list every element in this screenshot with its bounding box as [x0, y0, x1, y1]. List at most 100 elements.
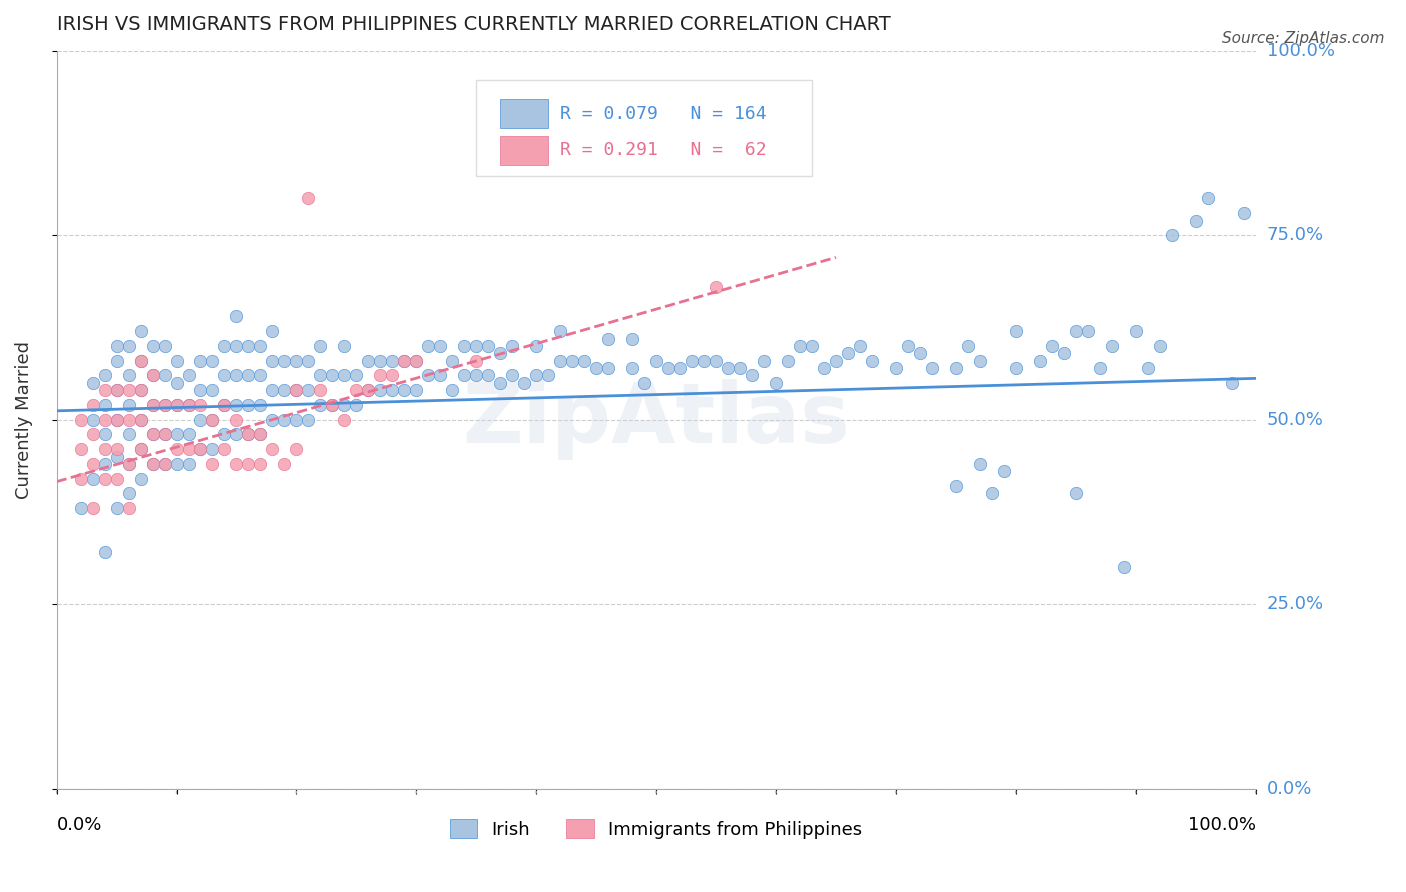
Point — [273, 383, 295, 397]
Point — [453, 368, 475, 383]
Point — [82, 412, 104, 426]
Point — [285, 383, 308, 397]
Point — [238, 398, 260, 412]
Point — [681, 353, 703, 368]
Point — [201, 442, 224, 457]
Point — [956, 339, 979, 353]
Point — [621, 361, 644, 376]
Legend: Irish, Immigrants from Philippines: Irish, Immigrants from Philippines — [443, 812, 869, 846]
Point — [765, 376, 787, 390]
Point — [465, 353, 488, 368]
Point — [344, 368, 367, 383]
Point — [297, 383, 319, 397]
Point — [93, 427, 115, 442]
Point — [105, 339, 128, 353]
Point — [225, 339, 247, 353]
Point — [357, 383, 380, 397]
Point — [129, 412, 152, 426]
Text: R = 0.291   N =  62: R = 0.291 N = 62 — [560, 142, 766, 160]
Point — [297, 353, 319, 368]
Point — [921, 361, 943, 376]
Point — [704, 280, 727, 294]
Point — [489, 376, 512, 390]
Point — [225, 398, 247, 412]
Point — [238, 427, 260, 442]
Point — [357, 353, 380, 368]
Point — [333, 339, 356, 353]
Point — [405, 353, 427, 368]
Point — [1101, 339, 1123, 353]
Point — [82, 457, 104, 471]
Point — [394, 353, 416, 368]
Point — [262, 412, 284, 426]
Point — [537, 368, 560, 383]
Point — [501, 339, 523, 353]
Point — [598, 332, 620, 346]
Point — [153, 368, 176, 383]
Point — [776, 353, 799, 368]
Point — [69, 472, 91, 486]
Point — [105, 450, 128, 464]
Point — [249, 457, 271, 471]
Point — [105, 412, 128, 426]
Point — [214, 368, 236, 383]
Point — [548, 353, 571, 368]
Point — [513, 376, 536, 390]
Point — [177, 442, 200, 457]
Point — [82, 376, 104, 390]
Point — [897, 339, 920, 353]
Point — [321, 368, 343, 383]
Point — [262, 324, 284, 338]
Point — [225, 310, 247, 324]
Point — [225, 412, 247, 426]
Point — [177, 427, 200, 442]
Point — [117, 383, 139, 397]
Point — [93, 442, 115, 457]
Point — [1136, 361, 1159, 376]
Point — [1125, 324, 1147, 338]
Point — [225, 457, 247, 471]
Point — [394, 353, 416, 368]
Text: 0.0%: 0.0% — [1267, 780, 1312, 797]
Point — [633, 376, 655, 390]
Point — [1233, 206, 1256, 220]
Point — [93, 383, 115, 397]
Point — [117, 501, 139, 516]
Point — [717, 361, 740, 376]
Point — [117, 457, 139, 471]
Text: IRISH VS IMMIGRANTS FROM PHILIPPINES CURRENTLY MARRIED CORRELATION CHART: IRISH VS IMMIGRANTS FROM PHILIPPINES CUR… — [56, 15, 890, 34]
Text: 100.0%: 100.0% — [1267, 42, 1334, 60]
Point — [465, 368, 488, 383]
Point — [105, 442, 128, 457]
Point — [1160, 228, 1182, 243]
Point — [177, 457, 200, 471]
Point — [561, 353, 583, 368]
Point — [153, 398, 176, 412]
Point — [249, 398, 271, 412]
Point — [177, 368, 200, 383]
Point — [141, 457, 163, 471]
Point — [225, 427, 247, 442]
Point — [153, 339, 176, 353]
Point — [993, 464, 1015, 478]
Point — [741, 368, 763, 383]
Point — [166, 427, 188, 442]
Point — [1064, 324, 1087, 338]
Point — [813, 361, 835, 376]
Point — [201, 412, 224, 426]
Point — [418, 339, 440, 353]
Point — [441, 383, 464, 397]
Point — [69, 412, 91, 426]
Point — [837, 346, 859, 360]
Point — [190, 383, 212, 397]
Point — [141, 398, 163, 412]
Point — [117, 427, 139, 442]
Point — [297, 412, 319, 426]
FancyBboxPatch shape — [501, 99, 548, 128]
Text: 25.0%: 25.0% — [1267, 595, 1324, 613]
Point — [370, 353, 392, 368]
Point — [585, 361, 607, 376]
Point — [249, 339, 271, 353]
Point — [105, 501, 128, 516]
Point — [153, 427, 176, 442]
